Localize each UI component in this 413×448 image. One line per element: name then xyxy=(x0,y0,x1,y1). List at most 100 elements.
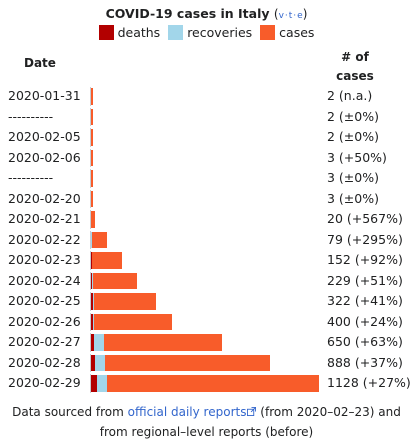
row-date: ---------- xyxy=(8,108,54,124)
bar-deaths xyxy=(91,313,94,330)
row-value-label: 2 (n.a.) xyxy=(327,88,373,103)
external-link-icon xyxy=(247,407,257,416)
bar-deaths xyxy=(91,334,95,351)
chart-row: ---------- 3 (±0%) xyxy=(0,168,413,189)
navbox-links: (v·t·e) xyxy=(273,7,308,21)
chart-row: 2020-02-25 322 (+41%) xyxy=(0,291,413,312)
chart-title-text: COVID-19 cases in Italy xyxy=(105,6,270,21)
row-value-label: 650 (+63%) xyxy=(327,334,403,349)
bar-cases xyxy=(91,129,93,146)
bar-cases xyxy=(91,190,93,207)
row-date: 2020-02-25 xyxy=(8,293,81,308)
bar-deaths xyxy=(91,293,94,310)
bar-track xyxy=(90,210,322,229)
chart-row: 2020-02-23 152 (+92%) xyxy=(0,250,413,271)
bar-recoveries xyxy=(95,354,105,371)
column-header-cases-line: cases xyxy=(336,69,374,83)
legend-label-cases: cases xyxy=(279,25,315,40)
row-value-label: 79 (+295%) xyxy=(327,231,403,247)
row-value-label: 3 (+50%) xyxy=(327,149,387,165)
bar-cases xyxy=(94,313,172,330)
row-value-label: 1128 (+27%) xyxy=(327,375,411,390)
bar-cases xyxy=(91,108,93,125)
bar-cases xyxy=(91,170,93,187)
footer-prefix: Data sourced from xyxy=(12,405,128,419)
row-date: ---------- xyxy=(8,170,54,185)
view-template-link[interactable]: v xyxy=(278,11,284,21)
edit-template-link[interactable]: e xyxy=(297,11,303,21)
row-value-label: 2 (±0%) xyxy=(327,108,379,124)
row-date: 2020-02-06 xyxy=(8,149,81,165)
chart-legend: deaths recoveries cases xyxy=(0,25,413,40)
row-value-label: 152 (+92%) xyxy=(327,252,403,267)
bar-track xyxy=(90,312,322,332)
row-date: 2020-02-21 xyxy=(8,211,81,226)
bar-track xyxy=(90,271,322,291)
row-value-label: 888 (+37%) xyxy=(327,354,403,370)
chart-row: 2020-02-27 650 (+63%) xyxy=(0,332,413,353)
column-header-date: Date xyxy=(24,56,56,70)
official-daily-reports-link[interactable]: official daily reports xyxy=(127,405,247,419)
chart-row: 2020-02-29 1128 (+27%) xyxy=(0,373,413,394)
bar-track xyxy=(90,374,322,393)
bar-deaths xyxy=(91,375,97,392)
chart-row: 2020-02-06 3 (+50%) xyxy=(0,148,413,169)
bar-deaths xyxy=(91,354,96,371)
row-value-label: 400 (+24%) xyxy=(327,313,403,329)
legend-item-deaths: deaths xyxy=(98,25,161,40)
bar-track xyxy=(90,292,322,311)
bar-cases xyxy=(91,231,107,248)
chart-row: ---------- 2 (±0%) xyxy=(0,107,413,128)
bar-cases xyxy=(91,149,93,166)
legend-label-recoveries: recoveries xyxy=(187,25,253,40)
bar-track xyxy=(90,251,322,270)
row-date: 2020-02-28 xyxy=(8,354,81,370)
bar-cases xyxy=(106,375,319,392)
footer-suffix: (from 2020–02–23) and xyxy=(256,405,401,419)
column-header-cases-line: # of xyxy=(341,50,369,64)
legend-item-cases: cases xyxy=(260,25,314,40)
row-date: 2020-02-23 xyxy=(8,252,81,267)
row-value-label: 229 (+51%) xyxy=(327,272,403,288)
bar-deaths xyxy=(91,272,93,289)
bar-cases xyxy=(93,272,138,289)
chart-row: 2020-02-21 20 (+567%) xyxy=(0,209,413,230)
row-value-label: 3 (±0%) xyxy=(327,190,379,206)
footer-line-1: Data sourced from official daily reports… xyxy=(0,402,413,422)
row-date: 2020-02-20 xyxy=(8,190,81,206)
bar-track xyxy=(90,148,322,168)
bar-recoveries xyxy=(94,334,104,351)
row-date: 2020-02-27 xyxy=(8,334,81,349)
bar-track xyxy=(90,169,322,188)
bar-track xyxy=(90,333,322,352)
row-value-label: 2 (±0%) xyxy=(327,129,379,144)
chart-row: 2020-02-26 400 (+24%) xyxy=(0,312,413,333)
legend-item-recoveries: recoveries xyxy=(168,25,252,40)
chart-rows: 2020-01-31 2 (n.a.) ---------- 2 (±0%) 2020-… xyxy=(0,86,413,394)
row-date: 2020-02-24 xyxy=(8,272,81,288)
bar-track xyxy=(90,230,322,250)
chart-row: 2020-02-22 79 (+295%) xyxy=(0,230,413,251)
column-header-cases: # of cases xyxy=(330,48,380,86)
row-value-label: 322 (+41%) xyxy=(327,293,403,308)
bar-cases xyxy=(93,293,157,310)
bar-track xyxy=(90,353,322,373)
row-date: 2020-02-05 xyxy=(8,129,81,144)
bar-recoveries xyxy=(96,375,107,392)
bar-cases xyxy=(104,354,271,371)
row-date: 2020-02-22 xyxy=(8,231,81,247)
bar-cases xyxy=(92,252,122,269)
legend-swatch-recoveries xyxy=(168,25,184,40)
row-date: 2020-02-29 xyxy=(8,375,81,390)
talk-template-link[interactable]: t xyxy=(288,11,293,21)
bar-track xyxy=(90,128,322,147)
bar-cases xyxy=(103,334,223,351)
bar-track xyxy=(90,107,322,127)
legend-swatch-cases xyxy=(260,25,276,40)
legend-swatch-deaths xyxy=(98,25,114,40)
chart-row: 2020-02-20 3 (±0%) xyxy=(0,189,413,210)
legend-label-deaths: deaths xyxy=(117,25,161,40)
chart-row: 2020-02-05 2 (±0%) xyxy=(0,127,413,148)
bar-track xyxy=(90,87,322,106)
chart-row: 2020-01-31 2 (n.a.) xyxy=(0,86,413,107)
